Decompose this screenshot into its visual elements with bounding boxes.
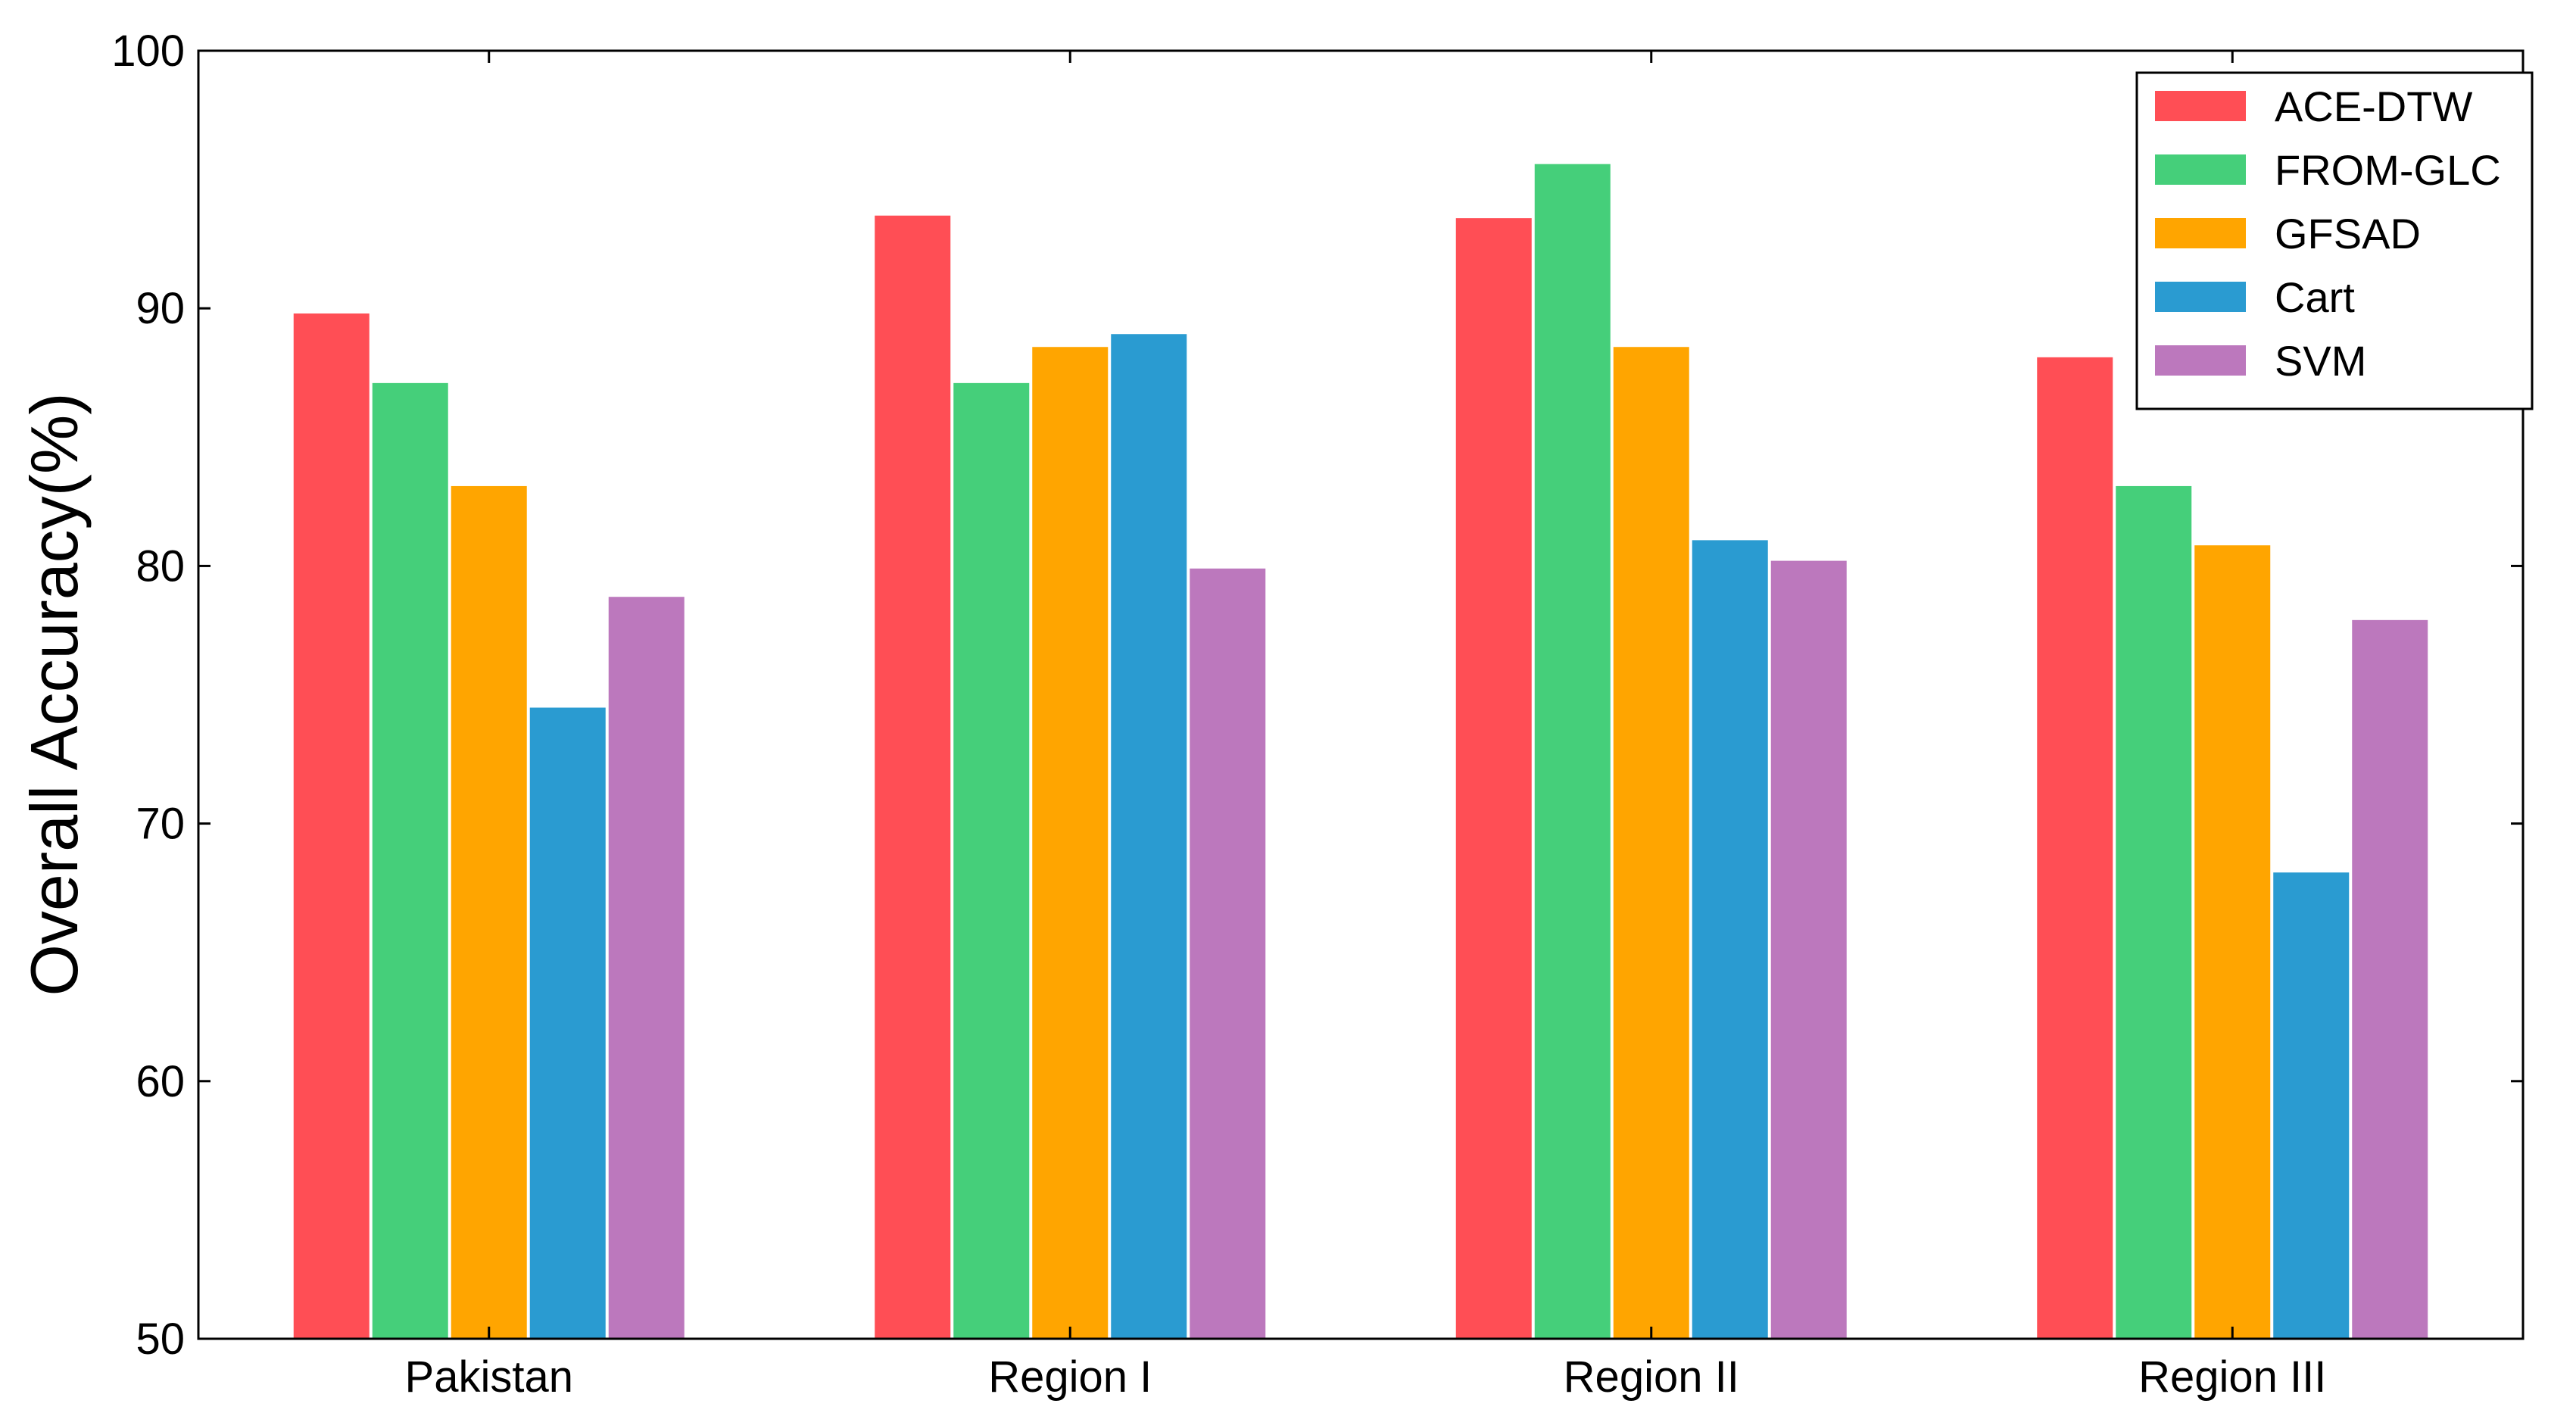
y-tick-label: 100	[111, 27, 185, 76]
legend-swatch-cart	[2155, 282, 2246, 312]
legend-swatch-from-glc	[2155, 154, 2246, 185]
bar-from-glc-region-ii	[1534, 164, 1611, 1340]
bar-ace-dtw-region-i	[875, 215, 951, 1339]
y-tick-label: 90	[136, 284, 185, 333]
plot-frame	[197, 49, 2525, 1340]
bar-gfsad-region-ii	[1613, 347, 1689, 1340]
x-tick-label: Pakistan	[405, 1352, 573, 1402]
x-tick-label: Region II	[1564, 1352, 1739, 1402]
y-tick-label: 80	[136, 541, 185, 591]
y-tick-label: 50	[136, 1315, 185, 1364]
bar-ace-dtw-region-iii	[2037, 357, 2113, 1339]
y-axis-label: Overall Accuracy(%)	[17, 392, 92, 996]
legend-swatch-gfsad	[2155, 218, 2246, 248]
bar-cart-region-ii	[1692, 540, 1768, 1339]
x-tick-label: Region I	[988, 1352, 1152, 1402]
bar-svm-pakistan	[608, 597, 685, 1339]
legend-label-cart: Cart	[2275, 273, 2355, 321]
bar-gfsad-pakistan	[451, 485, 527, 1339]
bar-svm-region-ii	[1770, 560, 1847, 1340]
y-tick-label: 70	[136, 800, 185, 849]
bar-from-glc-region-iii	[2116, 485, 2192, 1339]
legend-label-gfsad: GFSAD	[2275, 210, 2421, 257]
bar-gfsad-region-iii	[2194, 545, 2271, 1339]
bar-cart-region-iii	[2273, 872, 2350, 1339]
bar-ace-dtw-region-ii	[1455, 218, 1532, 1339]
legend-label-from-glc: FROM-GLC	[2275, 146, 2501, 194]
bar-from-glc-pakistan	[372, 382, 448, 1339]
bar-svm-region-i	[1190, 568, 1266, 1339]
bar-svm-region-iii	[2352, 619, 2428, 1339]
legend-swatch-ace-dtw	[2155, 91, 2246, 121]
x-tick-label: Region III	[2138, 1352, 2326, 1402]
legend-label-svm: SVM	[2275, 337, 2366, 385]
bar-from-glc-region-i	[953, 382, 1030, 1339]
legend-swatch-svm	[2155, 345, 2246, 376]
y-tick-label: 60	[136, 1057, 185, 1106]
bar-cart-pakistan	[529, 707, 606, 1339]
bar-gfsad-region-i	[1032, 347, 1109, 1340]
legend-label-ace-dtw: ACE-DTW	[2275, 83, 2472, 130]
bar-cart-region-i	[1111, 334, 1187, 1340]
bar-ace-dtw-pakistan	[293, 313, 370, 1339]
